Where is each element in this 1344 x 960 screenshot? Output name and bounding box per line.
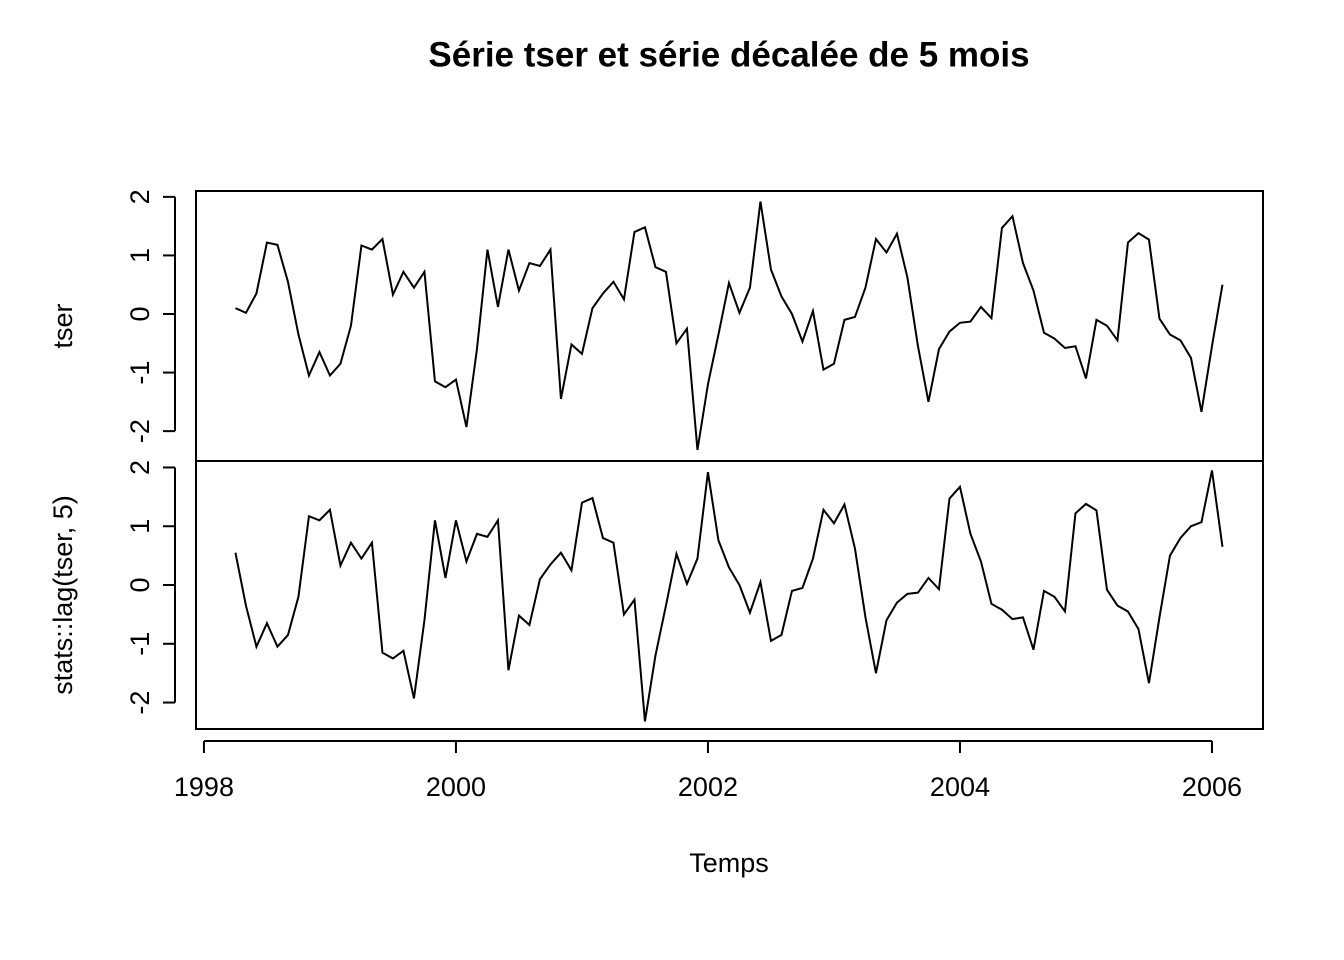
x-tick-label: 2002 (678, 772, 738, 802)
series-line (234, 470, 1224, 722)
x-axis-label: Temps (689, 848, 769, 878)
y-tick-label: 2 (125, 460, 155, 475)
x-tick-label: 2000 (426, 772, 486, 802)
y-tick-label: 0 (125, 577, 155, 592)
panel-frame (195, 460, 1264, 730)
x-tick-label: 2006 (1182, 772, 1242, 802)
y-tick-label: 2 (125, 189, 155, 204)
y-axis-label: stats::lag(tser, 5) (48, 495, 78, 695)
y-tick-label: 1 (125, 248, 155, 263)
y-tick-label: 1 (125, 519, 155, 534)
y-tick-label: 0 (125, 306, 155, 321)
x-tick-label: 1998 (174, 772, 234, 802)
y-tick-label: -1 (125, 361, 155, 385)
panel-frame (195, 190, 1264, 462)
y-tick-label: -2 (125, 691, 155, 715)
y-tick-label: -2 (125, 419, 155, 443)
chart-title: Série tser et série décalée de 5 mois (428, 35, 1029, 74)
y-tick-label: -1 (125, 632, 155, 656)
y-axis-label: tser (48, 303, 78, 348)
series-line (235, 201, 1224, 451)
x-tick-label: 2004 (930, 772, 990, 802)
